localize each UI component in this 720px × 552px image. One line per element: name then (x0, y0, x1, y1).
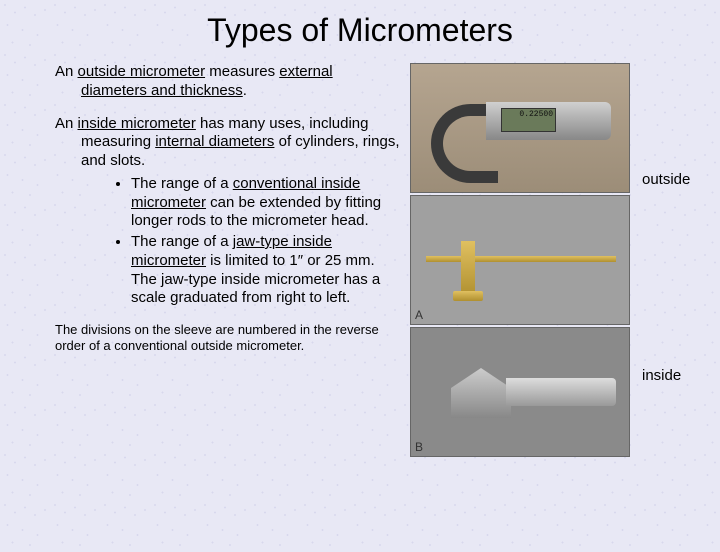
page-title: Types of Micrometers (0, 12, 720, 49)
para-outside: An outside micrometer measures external … (55, 63, 400, 101)
corner-b: B (415, 440, 423, 454)
outside-label: outside (642, 171, 690, 188)
content-row: An outside micrometer measures external … (0, 63, 720, 459)
inside-micrometer-image: A (410, 195, 630, 325)
t: measures (205, 63, 279, 80)
outside-micrometer-image: 0.22500 (410, 63, 630, 193)
mic-display-icon: 0.22500 (501, 108, 556, 132)
corner-a: A (415, 308, 423, 322)
t: The range of a (131, 233, 233, 250)
mic-base-icon (451, 368, 511, 418)
mic-rod-icon (426, 256, 616, 262)
para-inside: An inside micrometer has many uses, incl… (55, 115, 400, 309)
t: . (243, 82, 247, 99)
image-stack: 0.22500 A B (410, 63, 700, 459)
text-column: An outside micrometer measures external … (55, 63, 410, 459)
image-column: 0.22500 A B outside inside (410, 63, 700, 459)
bullet-jawtype: The range of a jaw-type inside micromete… (131, 233, 400, 308)
mic-knob-icon (453, 291, 483, 301)
t: An (55, 115, 78, 132)
bullet-conventional: The range of a conventional inside micro… (131, 175, 400, 231)
inside-label: inside (642, 367, 681, 384)
u: internal diameters (155, 133, 274, 150)
footnote: The divisions on the sleeve are numbered… (55, 322, 400, 355)
u: inside micrometer (78, 115, 196, 132)
t: The range of a (131, 175, 233, 192)
inside-sublist: The range of a conventional inside micro… (81, 175, 400, 308)
u: outside micrometer (78, 63, 206, 80)
t: An (55, 63, 78, 80)
mic-head-icon (461, 241, 475, 296)
jaw-micrometer-image: B (410, 327, 630, 457)
mic-barrel-icon (506, 378, 616, 406)
